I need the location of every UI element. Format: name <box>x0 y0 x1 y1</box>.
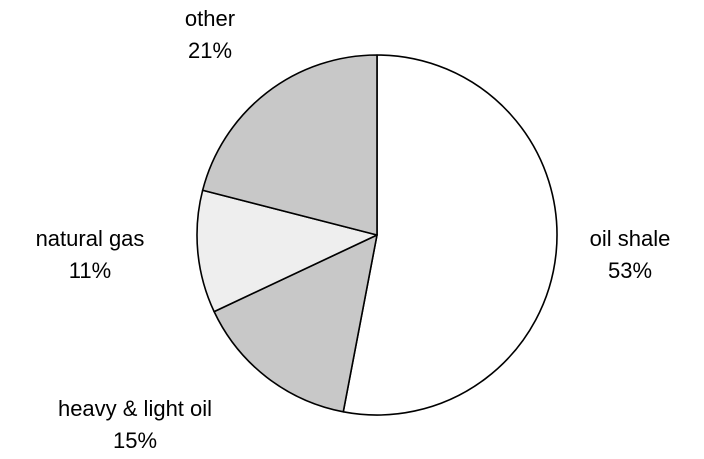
slice-value-label: 11% <box>69 258 111 283</box>
slice-value-label: 15% <box>113 428 157 453</box>
slice-label: natural gas <box>36 226 145 251</box>
slice-value-label: 53% <box>608 258 652 283</box>
slice-value-label: 21% <box>188 38 232 63</box>
pie-slice <box>342 54 558 416</box>
pie-slice <box>213 234 378 413</box>
slice-label: oil shale <box>590 226 671 251</box>
pie-slice <box>196 189 378 313</box>
slice-label: other <box>185 6 235 31</box>
pie-slice <box>201 54 378 236</box>
slice-label: heavy & light oil <box>58 396 212 421</box>
